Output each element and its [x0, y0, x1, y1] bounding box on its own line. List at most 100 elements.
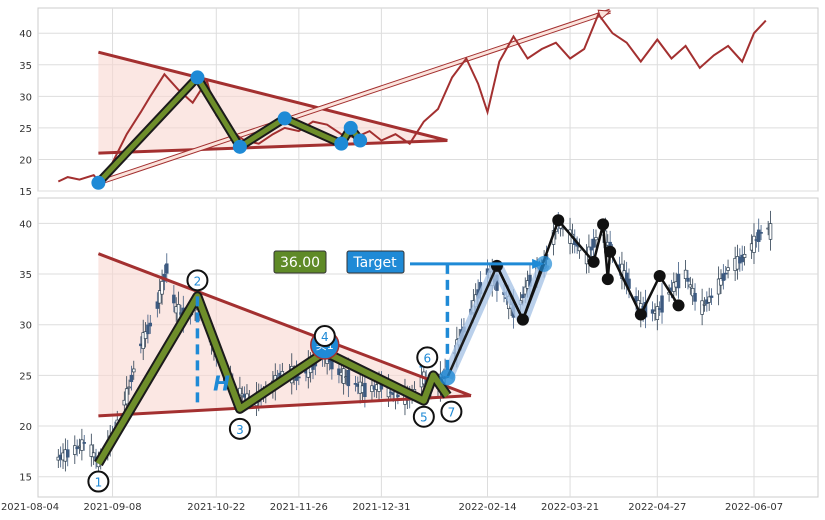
x-tick-label: 2021-09-08	[83, 502, 141, 513]
x-tick-label: 2022-04-27	[628, 502, 686, 513]
x-tick-label: 2022-02-14	[458, 502, 516, 513]
candle-body	[89, 444, 94, 457]
candle-body	[141, 332, 145, 349]
pattern-point-7	[440, 400, 463, 423]
candle-body	[686, 277, 690, 282]
pattern-point-label: 4	[321, 330, 329, 344]
price-line	[57, 12, 767, 186]
swing-marker	[552, 214, 565, 227]
target-label-box	[346, 250, 405, 274]
candle-body	[690, 287, 695, 297]
pattern-point-2	[186, 269, 209, 292]
candle-body	[148, 322, 153, 327]
candle-body	[759, 231, 763, 234]
candle-body	[341, 368, 346, 384]
pattern-point-1	[87, 470, 110, 493]
candle-body	[716, 278, 721, 295]
candle-body	[389, 391, 393, 394]
pattern-point-3	[228, 417, 251, 440]
triangle-fill	[98, 52, 448, 154]
candle-body	[660, 295, 664, 313]
swing-marker	[597, 218, 610, 231]
y-tick-label: 25	[19, 371, 32, 382]
y-tick-label: 40	[19, 219, 32, 230]
candle-body	[143, 331, 148, 339]
candle-body	[709, 295, 714, 298]
pivot-marker	[353, 133, 368, 148]
y-tick-label: 15	[19, 473, 32, 484]
pivot-marker	[232, 139, 247, 154]
x-tick-label: 2021-12-31	[352, 502, 410, 513]
y-tick-label: 30	[19, 321, 32, 332]
candle-body	[742, 253, 747, 258]
pattern-point-label: 3	[236, 423, 244, 437]
candle-body	[80, 439, 84, 451]
candle-body	[132, 368, 136, 373]
candle-body	[65, 449, 70, 458]
y-tick-label: 25	[19, 124, 32, 135]
candle-body	[124, 388, 129, 405]
candle-body	[756, 229, 761, 242]
candle-body	[752, 235, 756, 253]
y-tick-label: 15	[19, 187, 32, 198]
candle-body	[683, 269, 688, 279]
candle-body	[146, 324, 150, 335]
candle-body	[594, 237, 598, 241]
x-tick-label: 2021-11-26	[270, 502, 328, 513]
y-tick-label: 20	[19, 422, 32, 433]
candle-body	[127, 386, 131, 389]
candle-body	[353, 383, 358, 385]
pattern-point-label: 2	[194, 274, 202, 288]
candle-body	[155, 301, 160, 309]
candle-body	[655, 306, 660, 320]
triangle-lower-line	[98, 139, 448, 155]
trend-arrow-inner	[97, 9, 611, 185]
top-chart-panel: 15 20 25 30 35 40	[19, 7, 819, 198]
candle-body	[75, 446, 79, 450]
candle-body	[634, 296, 638, 303]
candle-body	[700, 300, 704, 315]
triangle-upper-line	[97, 252, 472, 398]
x-tick-label: 2022-06-07	[725, 502, 783, 513]
y-tick-label: 30	[19, 92, 32, 103]
pattern-point-label: 5	[420, 411, 428, 425]
pattern-point-6	[416, 346, 439, 369]
candle-body	[165, 263, 169, 274]
candle-body	[82, 442, 86, 444]
swing-marker	[516, 313, 529, 326]
candle-body	[726, 267, 730, 271]
candle-body	[73, 445, 77, 455]
pivot-marker	[334, 136, 349, 151]
candle-body	[721, 273, 726, 281]
swing-marker	[634, 308, 647, 321]
candle-body	[740, 254, 744, 263]
pattern-point-5	[412, 405, 435, 428]
candle-body	[688, 284, 693, 288]
candle-body	[589, 246, 594, 251]
candle-body	[723, 272, 728, 275]
candle-body	[521, 294, 525, 299]
candle-body	[693, 292, 697, 302]
pivot-marker	[277, 111, 292, 126]
candle-body	[707, 296, 711, 303]
candle-body	[337, 368, 341, 375]
y-tick-label: 35	[19, 61, 32, 72]
pattern-point-label: 1	[95, 476, 103, 490]
candle-body	[702, 303, 707, 306]
candle-body	[346, 370, 351, 387]
x-tick-label: 2022-03-21	[541, 502, 599, 513]
target-marker	[536, 255, 553, 272]
swing-marker	[587, 255, 600, 268]
target-value-text: 36.00	[280, 255, 320, 271]
swing-marker	[653, 270, 666, 283]
y-tick-label: 40	[19, 29, 32, 40]
x-tick-label: 2021-08-04	[1, 502, 59, 513]
triangle-lower-line	[98, 394, 472, 418]
candle-body	[768, 223, 773, 240]
pattern-point-label: 7	[448, 406, 456, 420]
y-tick-label: 20	[19, 155, 32, 166]
candle-body	[363, 382, 367, 398]
candle-body	[91, 452, 96, 458]
target-label-text: Target	[352, 255, 397, 271]
